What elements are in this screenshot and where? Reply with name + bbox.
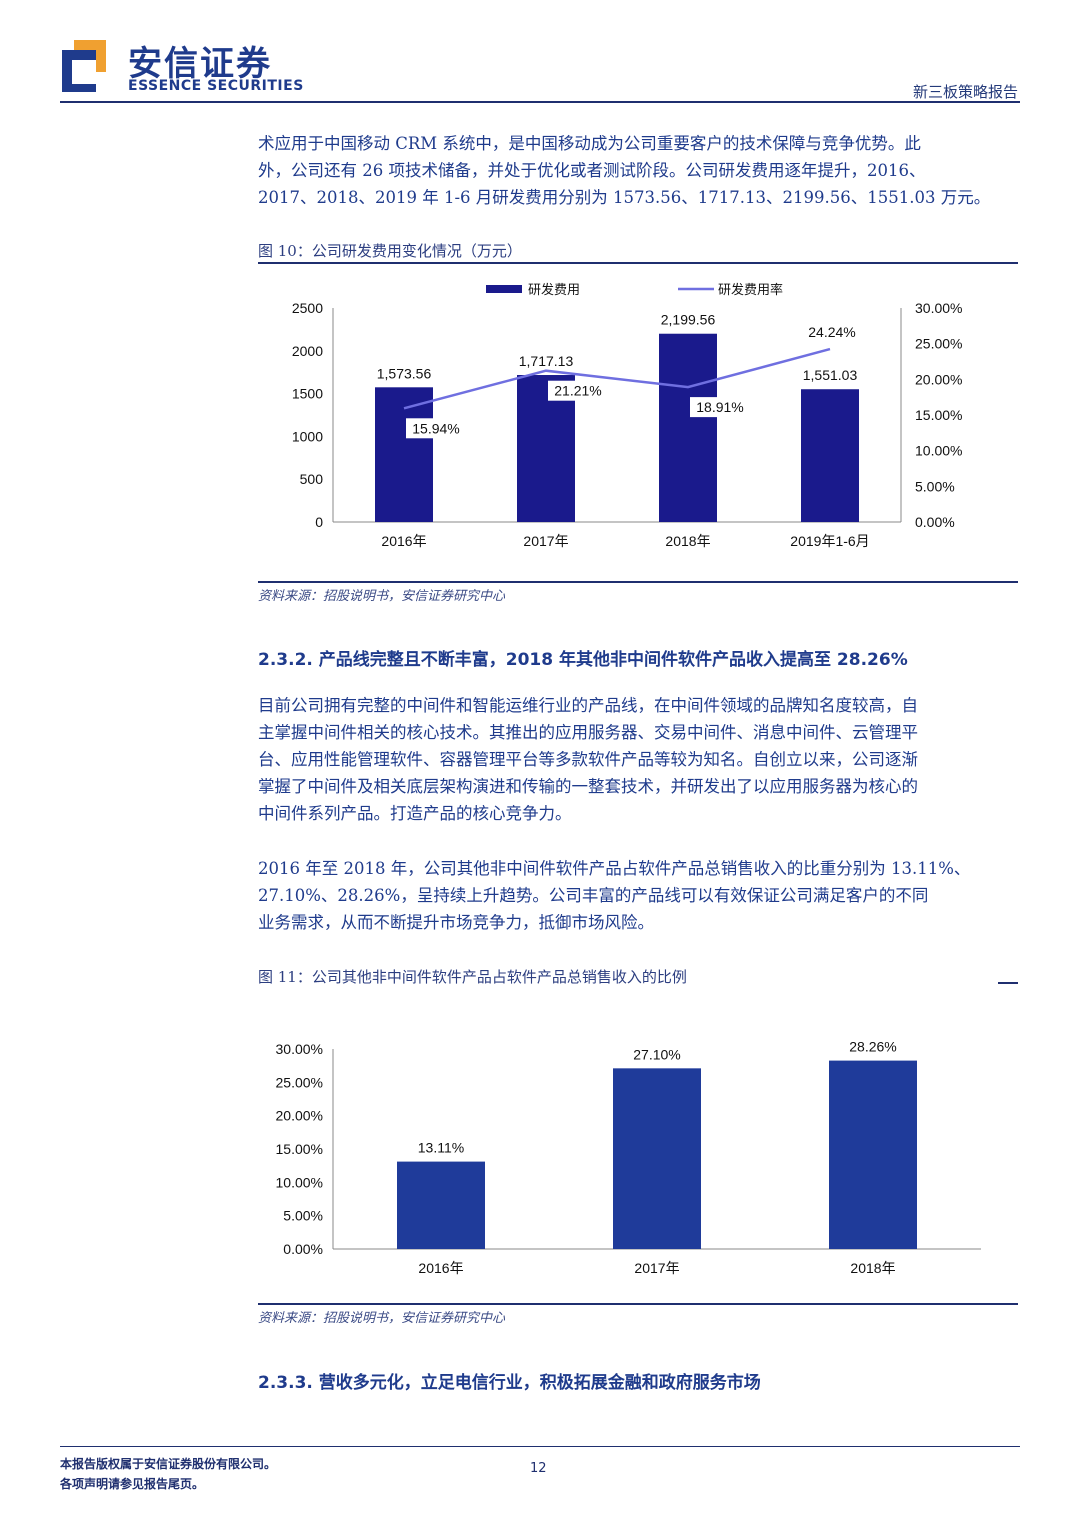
y-tick-label: 25.00% [276, 1074, 323, 1090]
bar-value-label: 1,551.03 [803, 367, 858, 383]
figure-10-bottom-rule [258, 581, 1018, 583]
section-heading-232: 2.3.2. 产品线完整且不断丰富，2018 年其他非中间件软件产品收入提高至 … [258, 650, 908, 670]
figure-11-source: 资料来源：招股说明书，安信证券研究中心 [258, 1311, 506, 1326]
legend-label: 研发费用 [528, 282, 580, 297]
line-label-bg [406, 418, 466, 439]
bar [397, 1161, 485, 1249]
paragraph-line: 台、应用性能管理软件、容器管理平台等多款软件产品等较为知名。自创立以来，公司逐渐 [258, 750, 918, 769]
paragraph-line: 27.10%、28.26%，呈持续上升趋势。公司丰富的产品线可以有效保证公司满足… [258, 886, 929, 905]
bar [375, 387, 433, 522]
y2-tick-label: 30.00% [915, 300, 962, 316]
y2-tick-label: 0.00% [915, 514, 955, 530]
report-type: 新三板策略报告 [912, 83, 1018, 101]
bar-value-label: 13.11% [418, 1140, 464, 1156]
footer-rule [60, 1446, 1020, 1447]
y-tick-label: 1500 [292, 386, 323, 402]
figure-11-dash [998, 982, 1018, 984]
footer-copyright: 本报告版权属于安信证券股份有限公司。 [60, 1457, 277, 1471]
paragraph-line: 术应用于中国移动 CRM 系统中，是中国移动成为公司重要客户的技术保障与竞争优势… [258, 134, 921, 153]
figure-11-chart: 0.00% 5.00% 10.00% 15.00% 20.00% 25.00% 30.00%… [258, 1025, 1018, 1300]
paragraph-line: 2016 年至 2018 年，公司其他非中间件软件产品占软件产品总销售收入的比重… [258, 859, 971, 878]
y-tick-label: 20.00% [276, 1108, 323, 1124]
y-tick-label: 30.00% [276, 1041, 323, 1057]
bar-value-label: 2,199.56 [661, 312, 716, 328]
figure-11-bottom-rule [258, 1303, 1018, 1305]
y-tick-label: 2000 [292, 343, 323, 359]
bar [801, 389, 859, 522]
logo-icon [62, 40, 106, 92]
y-tick-label: 0 [315, 514, 323, 530]
y-tick-label: 500 [300, 471, 324, 487]
paragraph-line: 掌握了中间件及相关底层架构演进和传输的一整套技术，并研发出了以应用服务器为核心的 [258, 777, 918, 796]
line-value-label: 18.91% [696, 399, 743, 415]
x-tick-label: 2017年 [634, 1260, 679, 1276]
line-value-label: 15.94% [412, 420, 459, 436]
legend-label: 研发费用率 [718, 282, 783, 297]
bar-value-label: 1,573.56 [377, 365, 432, 381]
paragraph-line: 业务需求，从而不断提升市场竞争力，抵御市场风险。 [258, 913, 654, 932]
figure-11-title: 图 11：公司其他非中间件软件产品占软件产品总销售收入的比例 [258, 968, 687, 986]
paragraph-line: 2017、2018、2019 年 1-6 月研发费用分别为 1573.56、17… [258, 188, 991, 207]
paragraph-product-line: 目前公司拥有完整的中间件和智能运维行业的产品线，在中间件领域的品牌知名度较高，自… [258, 692, 1028, 827]
figure-10-source: 资料来源：招股说明书，安信证券研究中心 [258, 589, 506, 604]
paragraph-rd: 术应用于中国移动 CRM 系统中，是中国移动成为公司重要客户的技术保障与竞争优势… [258, 130, 1028, 211]
header-rule [60, 101, 1020, 103]
paragraph-line: 目前公司拥有完整的中间件和智能运维行业的产品线，在中间件领域的品牌知名度较高，自 [258, 696, 918, 715]
bar-value-label: 28.26% [849, 1039, 896, 1055]
figure-10-title: 图 10：公司研发费用变化情况（万元） [258, 242, 522, 260]
x-tick-label: 2016年 [381, 533, 426, 549]
logo-en: ESSENCE SECURITIES [128, 78, 304, 94]
y-tick-label: 10.00% [276, 1174, 323, 1190]
x-tick-label: 2016年 [418, 1260, 463, 1276]
figure-10-top-rule [258, 262, 1018, 264]
x-tick-label: 2018年 [850, 1260, 895, 1276]
bar-value-label: 27.10% [633, 1046, 680, 1062]
x-tick-label: 2017年 [523, 533, 568, 549]
paragraph-line: 主掌握中间件相关的核心技术。其推出的应用服务器、交易中间件、消息中间件、云管理平 [258, 723, 918, 742]
line-value-label: 21.21% [554, 383, 601, 399]
section-heading-233: 2.3.3. 营收多元化，立足电信行业，积极拓展金融和政府服务市场 [258, 1373, 761, 1393]
y2-tick-label: 10.00% [915, 443, 962, 459]
paragraph-line: 外，公司还有 26 项技术储备，并处于优化或者测试阶段。公司研发费用逐年提升，2… [258, 161, 926, 180]
chart-non-middleware-ratio: 0.00% 5.00% 10.00% 15.00% 20.00% 25.00% 30.00%… [276, 1039, 981, 1276]
line-label-bg [548, 380, 608, 401]
y2-tick-label: 5.00% [915, 478, 955, 494]
bar-value-label: 1,717.13 [519, 353, 574, 369]
y2-tick-label: 15.00% [915, 407, 962, 423]
line-value-label: 24.24% [808, 324, 855, 340]
bar [659, 333, 717, 522]
chart-rd-expense: 0 500 1000 1500 2000 2500 0.00% 5.00% 10.00% 15.0… [292, 282, 963, 549]
y2-tick-label: 20.00% [915, 371, 962, 387]
bar [613, 1068, 701, 1249]
y-tick-label: 2500 [292, 300, 323, 316]
paragraph-line: 中间件系列产品。打造产品的核心竞争力。 [258, 804, 572, 823]
x-tick-label: 2018年 [665, 533, 710, 549]
bar [829, 1060, 917, 1249]
footer-disclaimer: 各项声明请参见报告尾页。 [60, 1477, 205, 1491]
x-tick-label: 2019年1-6月 [790, 533, 869, 549]
logo-cn: 安信证券 [128, 44, 272, 84]
y-tick-label: 15.00% [276, 1141, 323, 1157]
legend-swatch-bar [486, 285, 522, 293]
line-label-bg [690, 397, 750, 418]
paragraph-ratio: 2016 年至 2018 年，公司其他非中间件软件产品占软件产品总销售收入的比重… [258, 855, 1028, 936]
y2-tick-label: 25.00% [915, 336, 962, 352]
y-tick-label: 0.00% [283, 1241, 323, 1257]
y-tick-label: 1000 [292, 428, 323, 444]
y-tick-label: 5.00% [283, 1208, 323, 1224]
figure-10-chart: 0 500 1000 1500 2000 2500 0.00% 5.00% 10.00% 15.0… [258, 270, 1018, 580]
page-number: 12 [530, 1461, 547, 1476]
line-series [403, 347, 831, 410]
